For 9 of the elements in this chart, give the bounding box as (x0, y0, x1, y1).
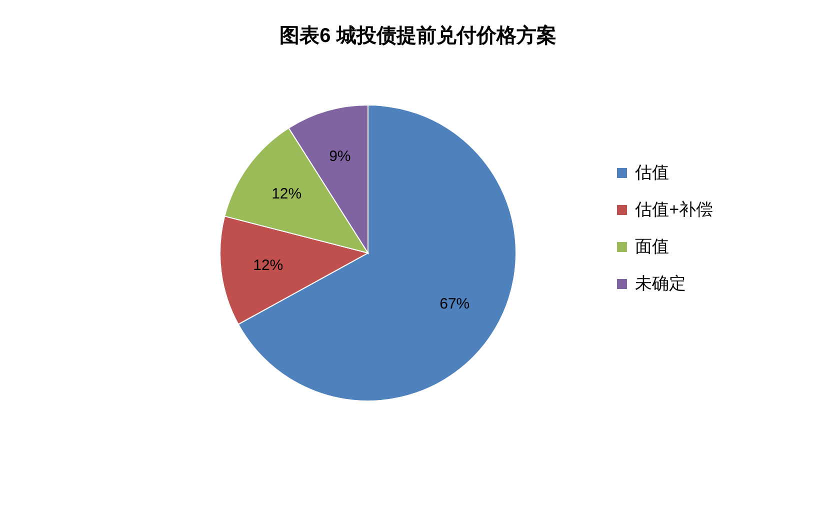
chart-title: 图表6 城投债提前兑付价格方案 (278, 23, 558, 49)
data-label: 12% (253, 257, 284, 274)
legend-label: 估值 (635, 162, 670, 184)
data-label: 67% (440, 296, 470, 313)
data-label: 9% (329, 148, 351, 165)
data-label: 12% (272, 185, 302, 202)
legend-label: 估值+补偿 (635, 199, 713, 221)
legend-label: 未确定 (635, 273, 686, 295)
legend-label: 面值 (635, 236, 670, 258)
